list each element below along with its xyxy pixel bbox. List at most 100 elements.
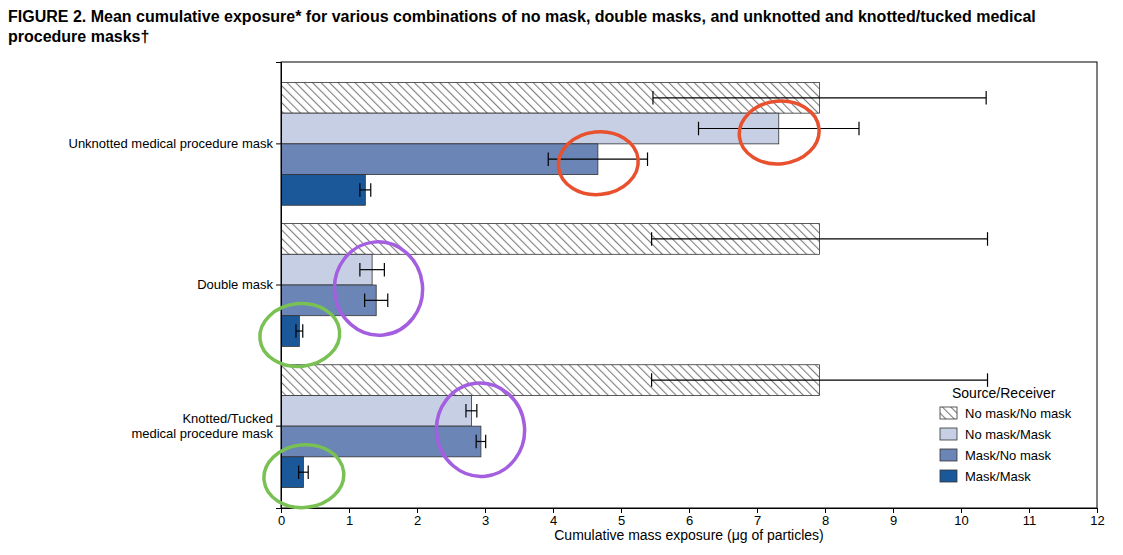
legend-swatch bbox=[940, 449, 957, 461]
legend-label: No mask/Mask bbox=[965, 427, 1051, 442]
error-bar bbox=[296, 324, 303, 338]
error-bar-line bbox=[365, 300, 388, 301]
bar bbox=[281, 426, 481, 457]
x-tick: 7 bbox=[754, 508, 761, 528]
y-tick-label: Double mask bbox=[197, 277, 273, 292]
legend: Source/Receiver No mask/No mask No mask/Ma… bbox=[940, 385, 1072, 484]
error-bar-cap bbox=[485, 435, 486, 449]
background bbox=[0, 0, 1123, 555]
error-bar bbox=[360, 183, 371, 197]
error-bar bbox=[360, 263, 384, 277]
error-bar-line bbox=[476, 441, 486, 442]
x-tick: 6 bbox=[686, 508, 693, 528]
legend-swatch bbox=[940, 470, 957, 482]
y-tick: Unknotted medical procedure mask bbox=[69, 136, 282, 151]
x-tick: 0 bbox=[278, 508, 285, 528]
annotation-circle bbox=[330, 238, 427, 340]
error-bar bbox=[466, 404, 477, 418]
error-bar bbox=[652, 232, 988, 246]
x-tick: 5 bbox=[618, 508, 625, 528]
error-bar-cap bbox=[548, 152, 549, 166]
error-bar-cap bbox=[387, 294, 388, 308]
y-tick-mark bbox=[276, 426, 281, 427]
x-tick: 12 bbox=[1090, 508, 1104, 528]
x-tick-label: 12 bbox=[1090, 513, 1104, 528]
x-tick-label: 10 bbox=[954, 513, 968, 528]
error-bar-cap bbox=[359, 183, 360, 197]
x-tick-label: 4 bbox=[550, 513, 557, 528]
error-bar-line bbox=[296, 330, 303, 331]
error-bar-cap bbox=[987, 232, 988, 246]
error-bar-cap bbox=[298, 465, 299, 479]
legend-label: Mask/No mask bbox=[965, 448, 1051, 463]
error-bar-cap bbox=[652, 91, 653, 105]
error-bar-cap bbox=[647, 152, 648, 166]
x-tick-label: 7 bbox=[754, 513, 761, 528]
error-bar-line bbox=[360, 269, 384, 270]
error-bar bbox=[548, 152, 647, 166]
annotation-circle bbox=[257, 300, 343, 371]
y-axis: Unknotted medical procedure mask Double m… bbox=[69, 63, 282, 509]
x-tick: 10 bbox=[954, 508, 968, 528]
legend-swatch bbox=[940, 407, 957, 419]
error-bar-cap bbox=[384, 263, 385, 277]
error-bar-cap bbox=[858, 122, 859, 136]
error-bar-line bbox=[652, 238, 988, 239]
x-tick: 3 bbox=[482, 508, 489, 528]
error-bar-cap bbox=[364, 294, 365, 308]
x-tick: 11 bbox=[1023, 508, 1037, 528]
x-tick-label: 2 bbox=[414, 513, 421, 528]
annotation-circle bbox=[555, 128, 641, 199]
bar bbox=[281, 395, 471, 426]
error-bar bbox=[699, 122, 859, 136]
annotation-circle bbox=[432, 379, 529, 481]
bar bbox=[281, 175, 365, 206]
x-tick-label: 9 bbox=[890, 513, 897, 528]
bar bbox=[281, 254, 372, 285]
y-tick-label: Unknotted medical procedure mask bbox=[69, 136, 274, 151]
x-tick-label: 0 bbox=[278, 513, 285, 528]
error-bar-line bbox=[652, 379, 988, 380]
x-tick-label: 6 bbox=[686, 513, 693, 528]
x-tick: 1 bbox=[346, 508, 353, 528]
error-bar-cap bbox=[370, 183, 371, 197]
error-bar-cap bbox=[465, 404, 466, 418]
y-axis-line bbox=[276, 63, 282, 509]
legend-label: No mask/No mask bbox=[965, 406, 1072, 421]
y-tick-label: Knotted/Tuckedmedical procedure mask bbox=[131, 410, 273, 441]
error-bar-cap bbox=[651, 373, 652, 387]
error-bar-cap bbox=[359, 263, 360, 277]
annotation-circle bbox=[736, 97, 822, 168]
x-tick: 8 bbox=[822, 508, 829, 528]
y-tick: Double mask bbox=[197, 277, 281, 292]
error-bar-line bbox=[466, 410, 477, 411]
annotation-circle bbox=[261, 441, 347, 512]
legend-swatch bbox=[940, 428, 957, 440]
error-bar-line bbox=[548, 159, 647, 160]
x-tick-label: 5 bbox=[618, 513, 625, 528]
title: FIGURE 2. Mean cumulative exposure* for … bbox=[8, 8, 1036, 45]
x-tick-label: 8 bbox=[822, 513, 829, 528]
legend-title: Source/Receiver bbox=[952, 385, 1056, 401]
error-bar-cap bbox=[295, 324, 296, 338]
x-tick: 9 bbox=[890, 508, 897, 528]
error-bar-line bbox=[653, 97, 986, 98]
plot-frame bbox=[281, 62, 1097, 508]
annotations bbox=[257, 97, 823, 511]
x-tick: 2 bbox=[414, 508, 421, 528]
x-tick-label: 3 bbox=[482, 513, 489, 528]
error-bar-cap bbox=[476, 404, 477, 418]
x-tick: 4 bbox=[550, 508, 557, 528]
chart: FIGURE 2. Mean cumulative exposure* for … bbox=[0, 0, 1123, 555]
legend-label: Mask/Mask bbox=[965, 469, 1031, 484]
error-bar-cap bbox=[986, 91, 987, 105]
x-tick-label: 1 bbox=[346, 513, 353, 528]
error-bar bbox=[476, 435, 486, 449]
y-tick-mark bbox=[276, 143, 281, 144]
y-tick: Knotted/Tuckedmedical procedure mask bbox=[131, 410, 281, 441]
y-tick-mark bbox=[276, 285, 281, 286]
error-bar bbox=[299, 465, 309, 479]
x-axis: 0123456789101112 bbox=[278, 508, 1105, 528]
x-axis-title: Cumulative mass exposure (μg of particle… bbox=[554, 527, 824, 543]
error-bar-line bbox=[699, 128, 859, 129]
